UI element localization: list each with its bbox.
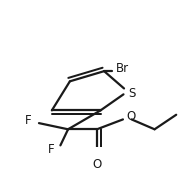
- Text: S: S: [128, 87, 136, 100]
- Text: O: O: [92, 158, 102, 171]
- Text: F: F: [48, 143, 55, 156]
- Text: O: O: [127, 110, 136, 123]
- Text: Br: Br: [116, 62, 129, 75]
- Text: F: F: [25, 114, 31, 127]
